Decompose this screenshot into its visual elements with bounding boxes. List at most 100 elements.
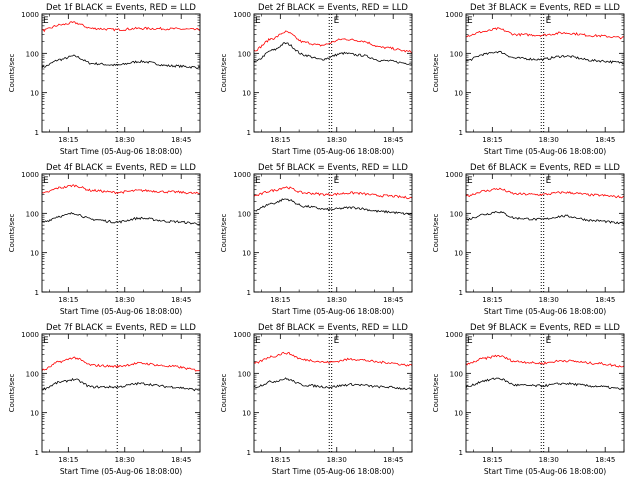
events-series-line <box>465 211 625 225</box>
x-tick-label: 18:45 <box>171 456 191 464</box>
y-axis-label: Counts/sec <box>432 374 440 413</box>
chart-title: Det 4f BLACK = Events, RED = LLD <box>46 163 196 173</box>
chart-panel-5: Det 5f BLACK = Events, RED = LLD Counts/s… <box>220 163 552 316</box>
x-tick-label: 18:15 <box>482 136 502 144</box>
y-tick-label: 1 <box>35 289 39 297</box>
panel-grid: Det 1f BLACK = Events, RED = LLD Counts/s… <box>8 3 625 476</box>
event-marker-label: E <box>334 336 340 346</box>
y-tick-label: 100 <box>238 50 251 58</box>
x-tick-label: 18:15 <box>58 296 78 304</box>
x-tick-label: 18:30 <box>115 136 135 144</box>
y-tick-label: 1 <box>35 129 39 137</box>
y-tick-label: 1000 <box>21 11 39 19</box>
y-tick-label: 1 <box>247 289 251 297</box>
events-series-line <box>41 54 201 69</box>
chart-panel-4: Det 4f BLACK = Events, RED = LLD Counts/s… <box>8 163 340 316</box>
y-tick-label: 100 <box>450 50 463 58</box>
y-axis-label: Counts/sec <box>8 374 16 413</box>
plot-frame <box>465 13 625 133</box>
chart-panel-3: Det 3f BLACK = Events, RED = LLD Counts/s… <box>432 3 625 156</box>
plot-frame <box>253 333 413 453</box>
y-axis-label: Counts/sec <box>8 214 16 253</box>
events-series-line <box>41 377 201 392</box>
chart-title: Det 8f BLACK = Events, RED = LLD <box>258 323 408 333</box>
x-tick-label: 18:15 <box>58 136 78 144</box>
lld-series-line <box>41 21 201 33</box>
x-tick-label: 18:30 <box>327 136 347 144</box>
plot-frame <box>253 13 413 133</box>
y-axis-label: Counts/sec <box>220 214 228 253</box>
x-tick-label: 18:30 <box>115 296 135 304</box>
y-tick-label: 1000 <box>445 11 463 19</box>
corner-label: E <box>255 16 261 26</box>
lld-series-line <box>253 186 413 200</box>
x-tick-label: 18:15 <box>482 456 502 464</box>
y-tick-label: 10 <box>454 90 463 98</box>
y-tick-label: 1000 <box>233 11 251 19</box>
corner-label: E <box>43 176 49 186</box>
chart-panel-9: Det 9f BLACK = Events, RED = LLD Counts/s… <box>432 323 625 476</box>
x-tick-label: 18:45 <box>595 296 615 304</box>
plot-frame <box>41 333 201 453</box>
y-tick-label: 10 <box>30 250 39 258</box>
y-tick-label: 100 <box>238 210 251 218</box>
lld-series-line <box>465 187 625 199</box>
events-series-line <box>253 42 413 65</box>
x-tick-label: 18:15 <box>270 296 290 304</box>
corner-label: E <box>467 176 473 186</box>
events-series-line <box>253 377 413 390</box>
events-series-line <box>254 198 413 216</box>
events-series-line <box>465 50 625 65</box>
corner-label: E <box>467 336 473 346</box>
x-tick-label: 18:45 <box>171 136 191 144</box>
x-tick-label: 18:30 <box>327 296 347 304</box>
y-tick-label: 10 <box>30 410 39 418</box>
y-tick-label: 100 <box>26 50 39 58</box>
corner-label: E <box>467 16 473 26</box>
lld-series-line <box>41 184 201 195</box>
x-tick-label: 18:45 <box>595 456 615 464</box>
x-axis-label: Start Time (05-Aug-06 18:08:00) <box>484 147 606 156</box>
x-tick-label: 18:45 <box>171 296 191 304</box>
event-marker-label: E <box>334 176 340 186</box>
lld-series-line <box>466 27 625 40</box>
chart-panel-8: Det 8f BLACK = Events, RED = LLD Counts/s… <box>220 323 552 476</box>
y-axis-label: Counts/sec <box>220 54 228 93</box>
x-tick-label: 18:30 <box>539 296 559 304</box>
y-tick-label: 100 <box>450 370 463 378</box>
y-axis-label: Counts/sec <box>432 214 440 253</box>
chart-panel-1: Det 1f BLACK = Events, RED = LLD Counts/s… <box>8 3 340 156</box>
plot-frame <box>465 173 625 293</box>
x-axis-label: Start Time (05-Aug-06 18:08:00) <box>60 147 182 156</box>
plot-frame <box>465 333 625 453</box>
events-series-line <box>465 377 625 391</box>
x-tick-label: 18:15 <box>482 296 502 304</box>
x-axis-label: Start Time (05-Aug-06 18:08:00) <box>272 307 394 316</box>
chart-panel-7: Det 7f BLACK = Events, RED = LLD Counts/s… <box>8 323 340 476</box>
chart-title: Det 5f BLACK = Events, RED = LLD <box>258 163 408 173</box>
chart-title: Det 7f BLACK = Events, RED = LLD <box>46 323 196 333</box>
y-axis-label: Counts/sec <box>8 54 16 93</box>
lld-series-line <box>253 351 413 367</box>
y-tick-label: 1000 <box>233 331 251 339</box>
corner-label: E <box>43 16 49 26</box>
corner-label: E <box>255 176 261 186</box>
y-tick-label: 10 <box>242 410 251 418</box>
y-tick-label: 1 <box>247 449 251 457</box>
event-marker-label: E <box>334 16 340 26</box>
y-tick-label: 1000 <box>233 171 251 179</box>
plot-frame <box>41 13 201 133</box>
y-tick-label: 10 <box>242 250 251 258</box>
y-tick-label: 1 <box>459 449 463 457</box>
chart-title: Det 2f BLACK = Events, RED = LLD <box>258 3 408 13</box>
x-tick-label: 18:15 <box>270 456 290 464</box>
corner-label: E <box>43 336 49 346</box>
events-series-line <box>41 212 201 225</box>
plot-frame <box>253 173 413 293</box>
x-tick-label: 18:30 <box>539 456 559 464</box>
chart-panel-2: Det 2f BLACK = Events, RED = LLD Counts/s… <box>220 3 552 156</box>
y-tick-label: 10 <box>30 90 39 98</box>
y-tick-label: 100 <box>450 210 463 218</box>
x-axis-label: Start Time (05-Aug-06 18:08:00) <box>484 467 606 476</box>
